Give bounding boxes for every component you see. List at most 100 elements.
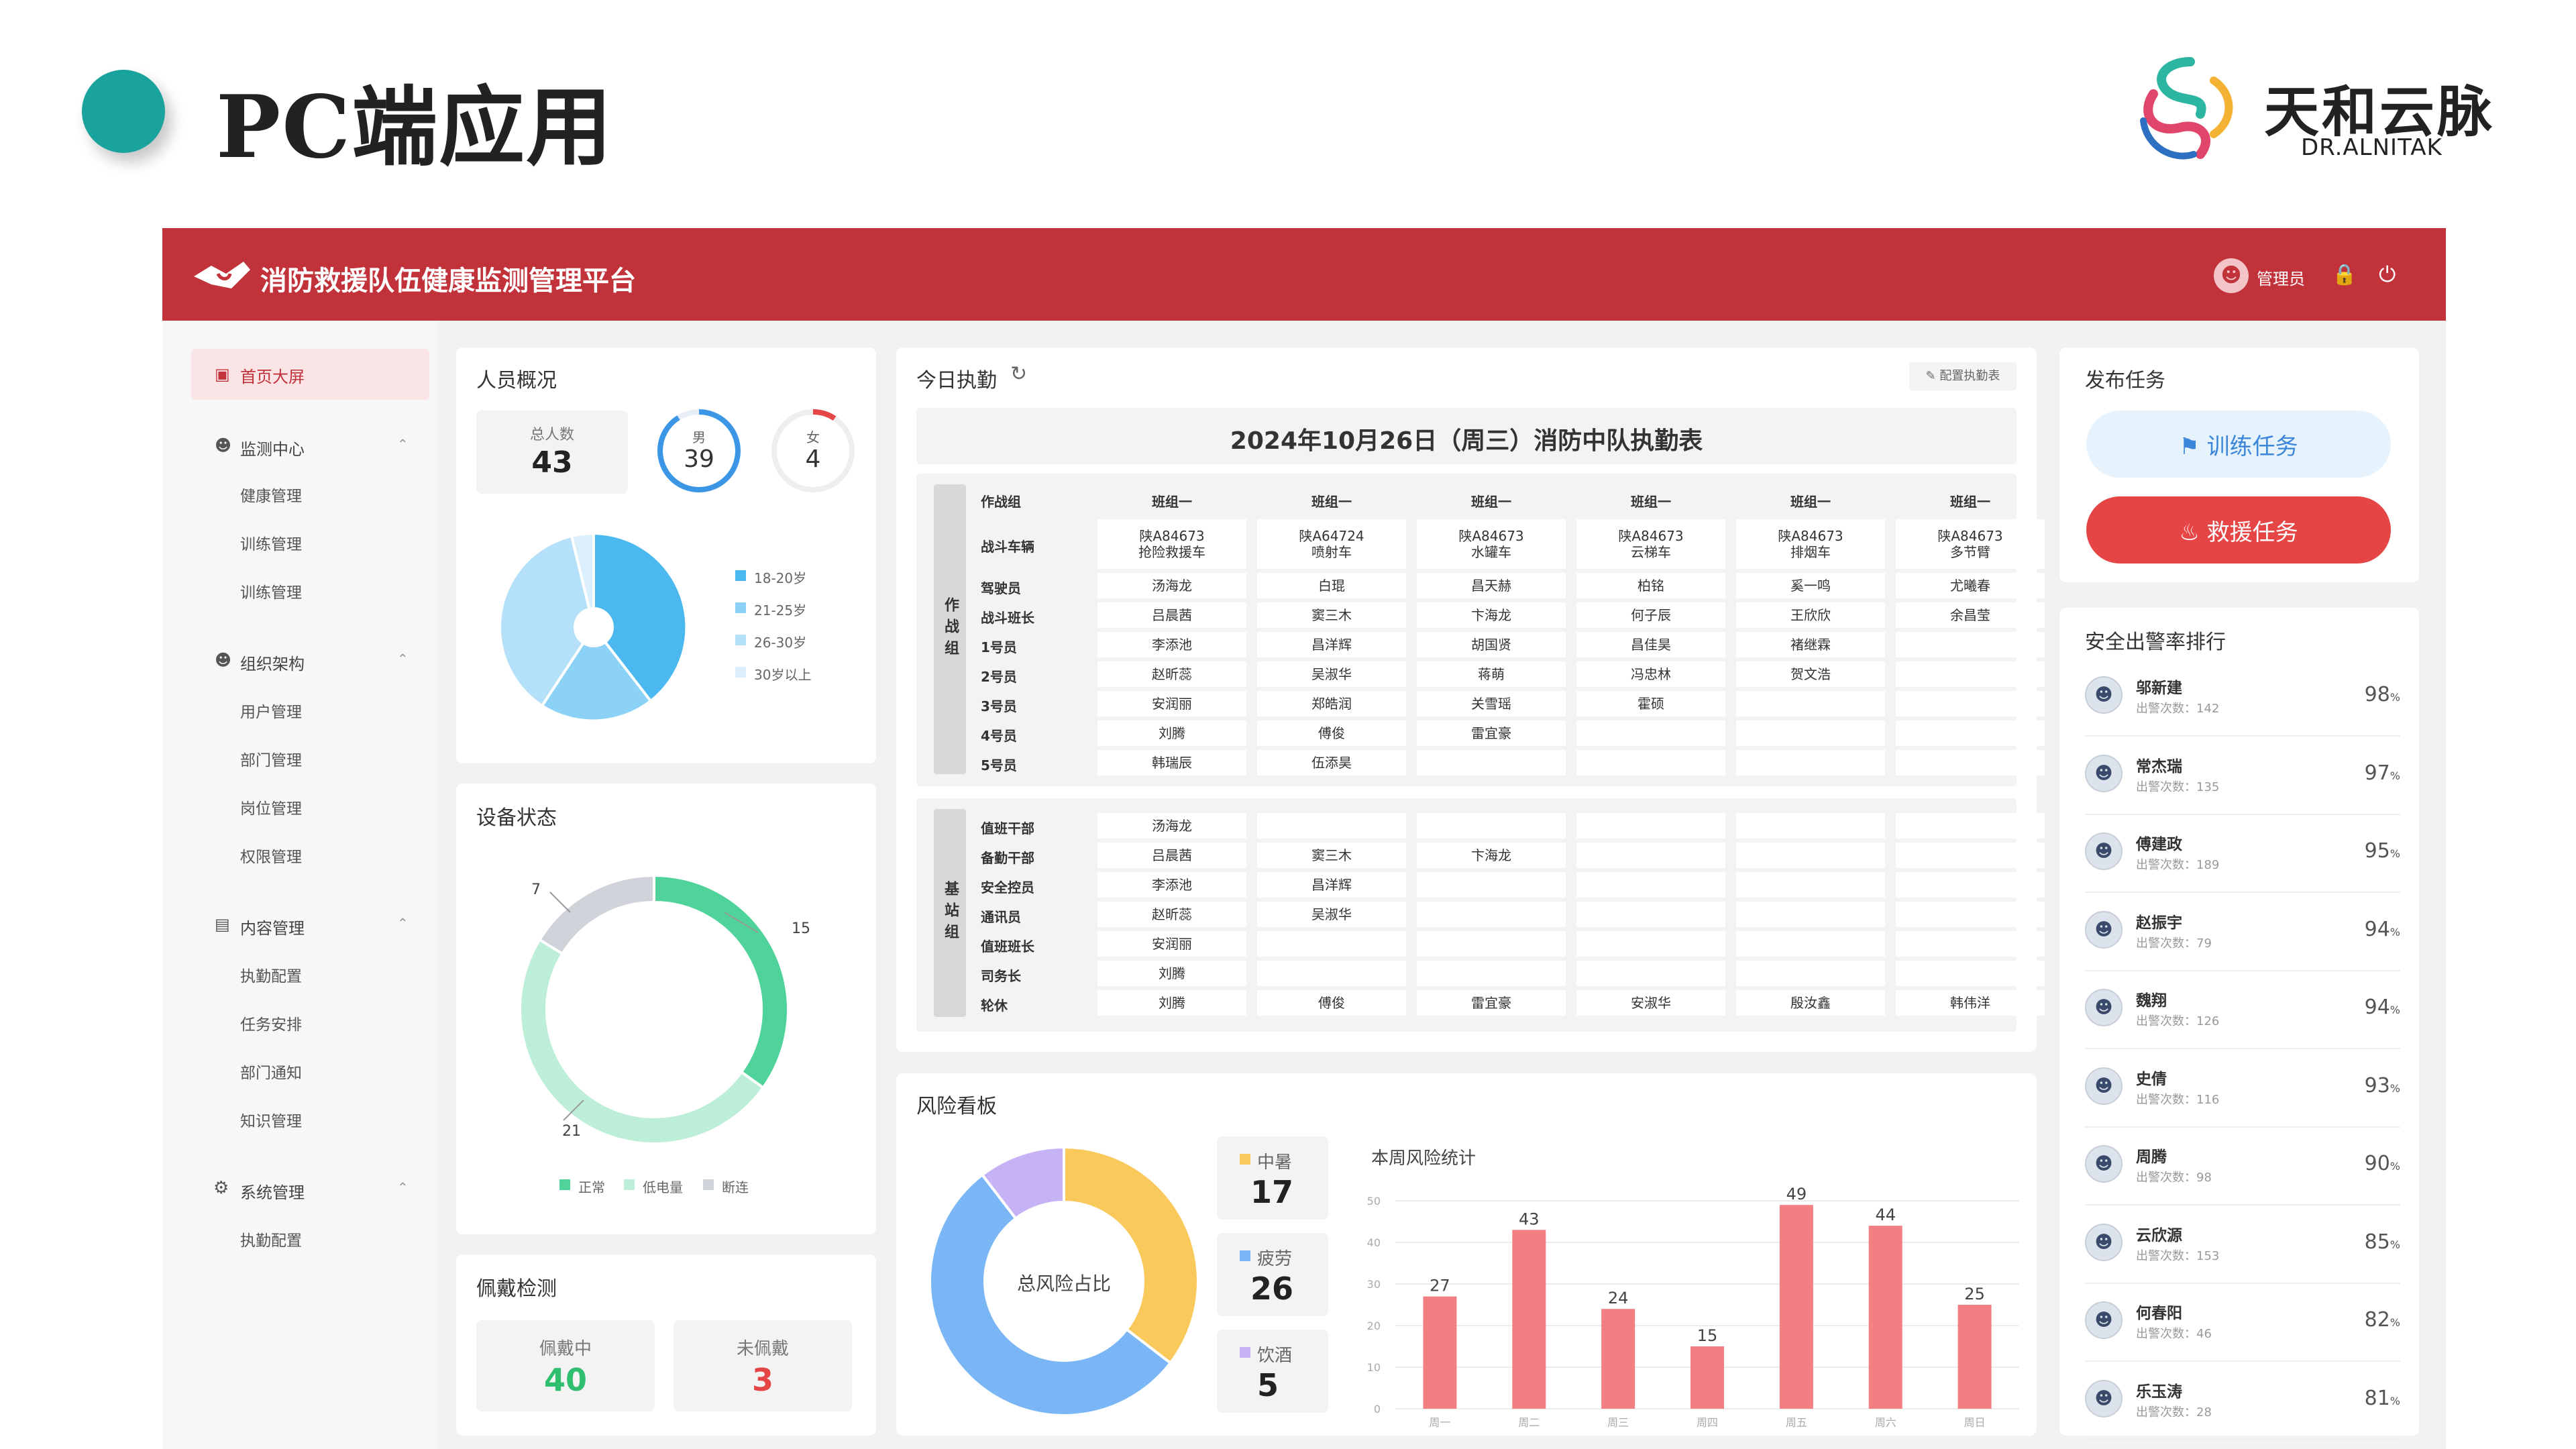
user-name[interactable]: 管理员: [2257, 270, 2305, 288]
ranking-name: 乐玉涛: [2136, 1383, 2182, 1401]
train-task-label: 训练任务: [2206, 433, 2298, 460]
duty-row-label: 3号员: [981, 698, 1017, 714]
ranking-percent-value: 81: [2364, 1386, 2390, 1410]
sidebar-item-dept-notice[interactable]: 部门通知: [240, 1065, 302, 1082]
config-duty-button[interactable]: ✎ 配置执勤表: [1909, 362, 2017, 390]
ranking-count: 出警次数：116: [2136, 1090, 2219, 1108]
age-legend-3: 26-30岁: [754, 635, 807, 651]
duty-row-label: 2号员: [981, 669, 1017, 685]
duty-column-4: 班组一: [1631, 494, 1671, 510]
device-label-normal: 15: [792, 920, 810, 937]
y-tick-label: 30: [1367, 1278, 1381, 1291]
sidebar: [162, 321, 437, 1449]
sidebar-item-departments[interactable]: 部门管理: [240, 752, 302, 769]
duty-cell: [1896, 750, 2045, 775]
ranking-count-label: 出警次数：: [2136, 702, 2196, 716]
chevron-up-icon[interactable]: ⌃: [397, 651, 409, 667]
ranking-row[interactable]: ☻ 魏翔 出警次数：126 94%: [2085, 973, 2400, 1049]
not-wearing-label: 未佩戴: [736, 1339, 789, 1359]
duty-row-label: 1号员: [981, 639, 1017, 655]
age-legend-2: 21-25岁: [754, 602, 807, 619]
sidebar-group-system[interactable]: 系统管理: [240, 1183, 305, 1202]
device-legend-swatch: [624, 1179, 635, 1190]
flag-icon: ⚑: [2179, 433, 2207, 460]
risk-fatigue-swatch: [1240, 1250, 1250, 1261]
duty-cell: 褚继霖: [1736, 632, 1885, 657]
ranking-row[interactable]: ☻ 傅建政 出警次数：189 95%: [2085, 816, 2400, 893]
sidebar-item-users[interactable]: 用户管理: [240, 704, 302, 721]
rescue-task-label: 救援任务: [2206, 519, 2298, 546]
sidebar-group-org[interactable]: 组织架构: [240, 655, 305, 674]
train-task-button[interactable]: ⚑ 训练任务: [2086, 411, 2391, 478]
duty-cell: [1736, 843, 1885, 868]
ranking-row[interactable]: ☻ 何春阳 出警次数：46 82%: [2085, 1285, 2400, 1362]
donut-slice: [537, 873, 655, 956]
ranking-row[interactable]: ☻ 邬新建 出警次数：142 98%: [2085, 660, 2400, 737]
chevron-up-icon[interactable]: ⌃: [397, 915, 409, 931]
duty-cell: [1576, 872, 1725, 898]
ranking-name: 魏翔: [2136, 992, 2167, 1010]
age-pie-chart: [498, 531, 688, 722]
ranking-count-label: 出警次数：: [2136, 936, 2196, 951]
sidebar-item-duty-config[interactable]: 执勤配置: [240, 968, 302, 985]
user-icon[interactable]: ☻: [2214, 258, 2249, 293]
duty-cell: [1576, 902, 1725, 927]
ranking-name: 云欣源: [2136, 1226, 2182, 1244]
ranking-percent: 97%: [2365, 761, 2400, 785]
ranking-row[interactable]: ☻ 乐玉涛 出警次数：28 81%: [2085, 1364, 2400, 1440]
divider: [2085, 969, 2400, 971]
ranking-percent-unit: %: [2390, 1160, 2400, 1173]
risk-donut-center: 总风险占比: [1016, 1273, 1111, 1295]
x-tick-label: 周四: [1697, 1416, 1718, 1429]
sidebar-item-task-schedule[interactable]: 任务安排: [240, 1016, 302, 1034]
duty-cell: 蒋萌: [1417, 661, 1566, 687]
ranking-row[interactable]: ☻ 史倩 出警次数：116 93%: [2085, 1051, 2400, 1128]
duty-row-label: 驾驶员: [981, 580, 1021, 596]
bar: [1601, 1309, 1635, 1409]
ranking-row[interactable]: ☻ 赵振宇 出警次数：79 94%: [2085, 895, 2400, 971]
avatar: ☻: [2085, 754, 2123, 792]
sidebar-item-home[interactable]: [191, 349, 429, 400]
ranking-count-value: 189: [2196, 858, 2220, 872]
bar: [1690, 1346, 1724, 1409]
duty-cell: [1896, 843, 2045, 868]
sidebar-group-content[interactable]: 内容管理: [240, 919, 305, 938]
sidebar-item-training-2[interactable]: 训练管理: [240, 584, 302, 602]
duty-cell: 柏铭: [1576, 573, 1725, 598]
x-tick-label: 周二: [1518, 1416, 1540, 1429]
refresh-icon[interactable]: ↻: [1010, 362, 1028, 386]
sidebar-item-positions[interactable]: 岗位管理: [240, 800, 302, 818]
sidebar-item-knowledge[interactable]: 知识管理: [240, 1113, 302, 1130]
divider: [2085, 735, 2400, 737]
lock-icon[interactable]: 🔒: [2332, 263, 2357, 286]
ranking-row[interactable]: ☻ 周腾 出警次数：98 90%: [2085, 1129, 2400, 1205]
sidebar-group-monitor[interactable]: 监测中心: [240, 440, 305, 459]
divider: [2085, 1282, 2400, 1284]
chevron-up-icon[interactable]: ⌃: [397, 436, 409, 452]
rescue-task-button[interactable]: ♨ 救援任务: [2086, 496, 2391, 564]
ranking-percent: 95%: [2365, 839, 2400, 863]
duty-cell: 韩瑞辰: [1097, 750, 1246, 775]
sidebar-item-system-duty[interactable]: 执勤配置: [240, 1232, 302, 1250]
donut-slice: [928, 1173, 1173, 1417]
ranking-name: 常杰瑞: [2136, 757, 2182, 775]
power-icon[interactable]: ⏻: [2379, 262, 2396, 287]
sidebar-item-permissions[interactable]: 权限管理: [240, 849, 302, 866]
sidebar-item-training[interactable]: 训练管理: [240, 536, 302, 553]
duty-cell: [1736, 813, 1885, 839]
risk-heatstroke-swatch: [1240, 1154, 1250, 1165]
duty-cell: [1896, 961, 2045, 986]
ranking-count-label: 出警次数：: [2136, 1248, 2196, 1263]
ranking-row[interactable]: ☻ 常杰瑞 出警次数：135 97%: [2085, 739, 2400, 815]
ranking-count-label: 出警次数：: [2136, 858, 2196, 872]
fire-icon: ♨: [2179, 519, 2207, 546]
ranking-percent-unit: %: [2390, 1081, 2400, 1095]
ranking-count: 出警次数：98: [2136, 1168, 2212, 1185]
ranking-percent: 90%: [2365, 1152, 2400, 1175]
chevron-up-icon[interactable]: ⌃: [397, 1179, 409, 1195]
ranking-row[interactable]: ☻ 云欣源 出警次数：153 85%: [2085, 1208, 2400, 1284]
edit-icon: ✎: [1925, 369, 1940, 383]
risk-heatstroke-box: [1217, 1136, 1328, 1220]
ranking-count: 出警次数：126: [2136, 1012, 2219, 1029]
sidebar-item-health[interactable]: 健康管理: [240, 488, 302, 505]
